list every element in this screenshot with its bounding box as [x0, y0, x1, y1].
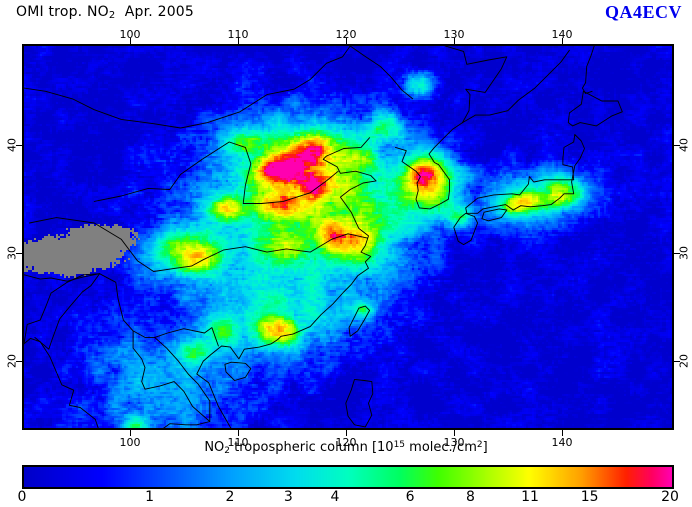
- axis-label-bottom-130: 130: [443, 436, 465, 449]
- axis-label-bottom-120: 120: [335, 436, 357, 449]
- tick-top-lon-130: [454, 38, 455, 44]
- axis-label-right-20: 20: [677, 354, 691, 369]
- colorbar-tick-11: 11: [521, 489, 539, 505]
- axis-label-left-20: 20: [5, 354, 19, 369]
- tick-top-lon-100: [130, 38, 131, 44]
- axis-label-top-140: 140: [551, 28, 573, 41]
- title-period: Apr. 2005: [124, 4, 195, 20]
- tick-top-lon-110: [238, 38, 239, 44]
- axis-label-bottom-100: 100: [119, 436, 141, 449]
- figure-title: OMI trop. NO2 Apr. 2005: [16, 4, 194, 21]
- colorbar: [22, 465, 674, 489]
- colorbar-tick-3: 3: [283, 489, 293, 505]
- colorbar-tick-4: 4: [330, 489, 340, 505]
- axis-label-top-120: 120: [335, 28, 357, 41]
- map-plot-area: [22, 44, 674, 430]
- tick-right-lat-40: [674, 145, 680, 147]
- colorbar-tick-20: 20: [661, 489, 679, 505]
- axis-label-bottom-110: 110: [227, 436, 249, 449]
- tick-bottom-lon-100: [130, 430, 131, 436]
- colorbar-tick-15: 15: [580, 489, 599, 505]
- axis-label-left-40: 40: [5, 138, 19, 153]
- tick-left-lat-40: [16, 145, 22, 147]
- tick-bottom-lon-110: [238, 430, 239, 436]
- colorbar-tick-1: 1: [145, 489, 155, 505]
- axis-label-bottom-140: 140: [551, 436, 573, 449]
- tick-right-lat-20: [674, 361, 680, 363]
- tick-bottom-lon-120: [346, 430, 347, 436]
- axis-label-top-110: 110: [227, 28, 249, 41]
- tick-top-lon-120: [346, 38, 347, 44]
- title-species: OMI trop. NO: [16, 4, 109, 20]
- tick-right-lat-30: [674, 253, 680, 255]
- colorbar-title: NO2 tropospheric column [1015 molec./cm2…: [204, 440, 488, 456]
- tick-left-lat-20: [16, 361, 22, 363]
- title-subscript: 2: [108, 10, 116, 21]
- axis-label-top-100: 100: [119, 28, 141, 41]
- qa4ecv-logo: QA4ECV: [604, 2, 682, 22]
- tick-top-lon-140: [562, 38, 563, 44]
- colorbar-tick-8: 8: [465, 489, 475, 505]
- tick-left-lat-30: [16, 253, 22, 255]
- tick-bottom-lon-130: [454, 430, 455, 436]
- colorbar-gradient: [24, 467, 672, 487]
- colorbar-tick-6: 6: [405, 489, 415, 505]
- axis-label-right-30: 30: [677, 246, 691, 261]
- colorbar-tick-2: 2: [225, 489, 235, 505]
- colorbar-tick-0: 0: [17, 489, 27, 505]
- axis-label-left-30: 30: [5, 246, 19, 261]
- axis-label-top-130: 130: [443, 28, 465, 41]
- no2-heatmap-canvas: [24, 46, 672, 428]
- axis-label-right-40: 40: [677, 138, 691, 153]
- tick-bottom-lon-140: [562, 430, 563, 436]
